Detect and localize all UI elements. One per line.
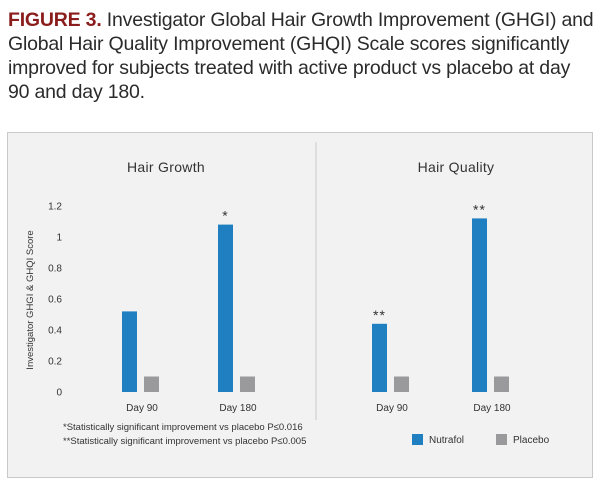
figure-caption-text: Investigator Global Hair Growth Improvem… [8,9,594,103]
bar-nutrafol [372,323,387,392]
legend-swatch-nutrafol [412,434,423,445]
x-tick-label: Day 90 [376,403,408,414]
bar-nutrafol [218,224,233,392]
panel-title: Hair Growth [127,159,205,175]
bar-placebo [494,376,509,392]
figure-caption: FIGURE 3. Investigator Global Hair Growt… [8,8,594,104]
chart-frame [7,132,593,478]
panel-title: Hair Quality [418,159,495,175]
y-tick-label: 1.2 [48,202,62,213]
bar-nutrafol [472,218,487,392]
significance-marker: ** [373,307,386,323]
footnote: *Statistically significant improvement v… [63,422,303,433]
y-tick-label: 0.2 [48,357,62,368]
legend-label-nutrafol: Nutrafol [429,435,464,446]
footnote: **Statistically significant improvement … [63,436,306,447]
significance-marker: * [222,208,228,224]
bar-nutrafol [122,311,137,392]
legend-label-placebo: Placebo [513,435,550,446]
figure-label: FIGURE 3. [8,9,102,31]
x-tick-label: Day 90 [126,403,158,414]
bar-placebo [240,376,255,392]
y-tick-label: 0.4 [48,326,62,337]
y-tick-label: 0 [56,388,62,399]
significance-marker: ** [473,201,486,217]
legend-swatch-placebo [496,434,507,445]
bar-placebo [144,376,159,392]
x-tick-label: Day 180 [473,403,511,414]
y-tick-label: 1 [56,233,62,244]
y-axis-title: Investigator GHGI & GHQI Score [25,230,36,369]
x-tick-label: Day 180 [219,403,257,414]
y-tick-label: 0.6 [48,295,62,306]
y-tick-label: 0.8 [48,264,62,275]
bar-placebo [394,376,409,392]
